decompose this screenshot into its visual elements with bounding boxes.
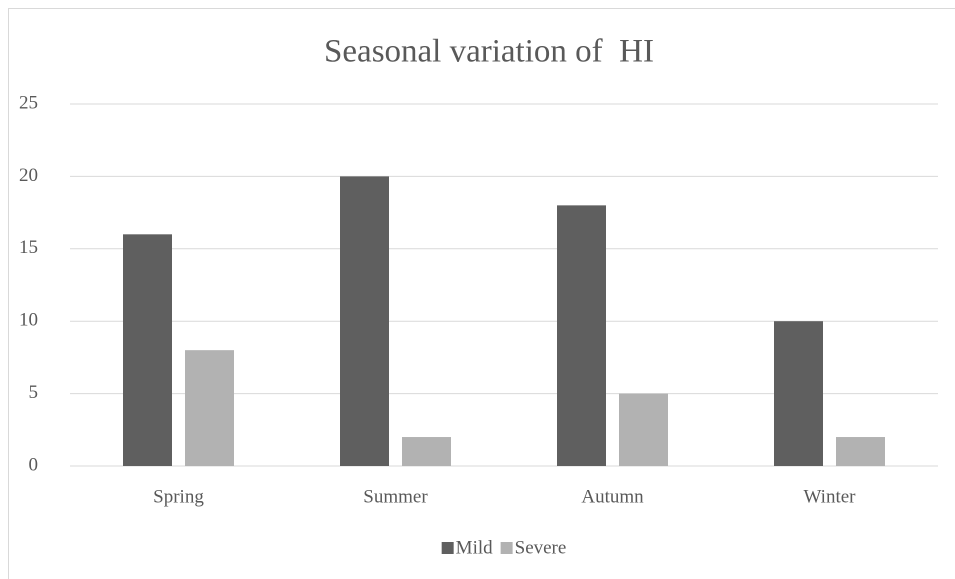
y-tick-label: 0 — [29, 454, 39, 475]
bar — [619, 393, 668, 466]
x-tick-label: Spring — [153, 486, 204, 507]
y-tick-label: 25 — [19, 92, 38, 113]
bar — [123, 234, 172, 466]
x-tick-label: Summer — [363, 486, 428, 507]
bar — [402, 437, 451, 466]
y-tick-label: 5 — [29, 382, 39, 403]
legend-label: Mild — [456, 537, 493, 558]
bar — [185, 350, 234, 466]
bar — [836, 437, 885, 466]
y-tick-label: 15 — [19, 237, 38, 258]
y-tick-label: 10 — [19, 310, 38, 331]
legend-label: Severe — [515, 537, 567, 558]
x-tick-label: Autumn — [581, 486, 644, 507]
y-tick-label: 20 — [19, 165, 38, 186]
legend-swatch — [500, 542, 513, 554]
bar — [340, 176, 389, 466]
bar — [557, 205, 606, 467]
bar — [774, 321, 823, 466]
legend-swatch — [441, 542, 454, 554]
chart-title: Seasonal variation of HI — [324, 34, 654, 70]
x-tick-label: Winter — [804, 486, 857, 507]
chart-border — [8, 8, 955, 579]
